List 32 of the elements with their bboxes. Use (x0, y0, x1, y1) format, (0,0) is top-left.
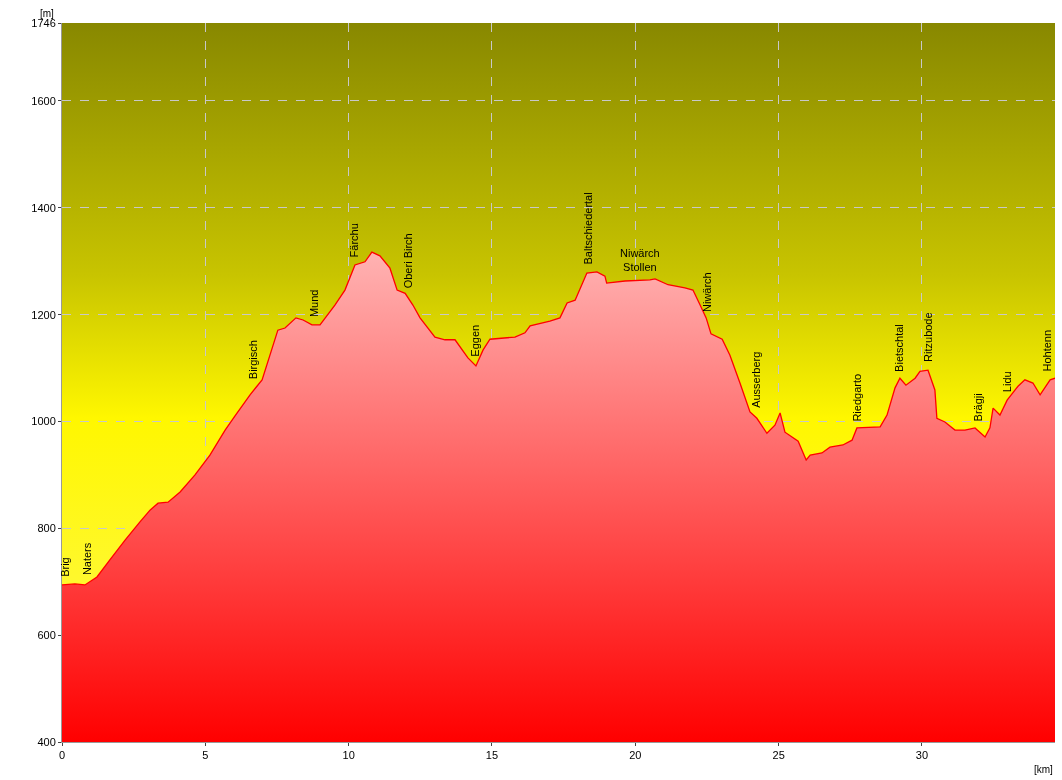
annotation: Birgisch (246, 340, 259, 380)
annotation: Eggen (468, 324, 481, 357)
y-tick-label: 1600 (31, 94, 56, 107)
annotation: Färchu (348, 223, 361, 258)
annotation: Niwärch (700, 272, 713, 312)
annotation: Baltschiedertal (581, 192, 594, 265)
y-tick-label: 1200 (31, 308, 56, 321)
x-axis-title: [km] (1034, 764, 1054, 775)
x-tick-label: 25 (772, 749, 785, 762)
x-tick-label: 20 (629, 749, 642, 762)
annotation: Brig (58, 557, 71, 577)
x-tick-label: 10 (342, 749, 355, 762)
annotation: Niwärch Stollen (620, 247, 660, 274)
x-tick-label: 15 (485, 749, 499, 762)
annotation: Oberi Birch (402, 233, 415, 289)
y-tick-label: 600 (37, 629, 56, 642)
annotation: Lidu (1000, 371, 1013, 393)
y-tick-label: 1000 (31, 415, 56, 428)
annotation: Mund (308, 289, 321, 318)
annotation: Brägji (972, 393, 985, 422)
annotation: Ausserberg (749, 351, 762, 408)
annotation: Naters (81, 542, 94, 576)
y-tick-label: 400 (37, 735, 56, 748)
y-tick-label: 1400 (31, 201, 56, 214)
annotation: Bietschtal (893, 324, 906, 372)
x-tick-label: 5 (202, 749, 209, 762)
annotation: Ritzubode (921, 312, 934, 362)
y-tick-label: 800 (37, 522, 56, 535)
annotation: Hohtenn (1040, 329, 1053, 372)
annotation: Riedgarto (850, 373, 863, 422)
x-tick-label: 30 (915, 749, 929, 762)
x-tick-label: 0 (58, 749, 66, 762)
